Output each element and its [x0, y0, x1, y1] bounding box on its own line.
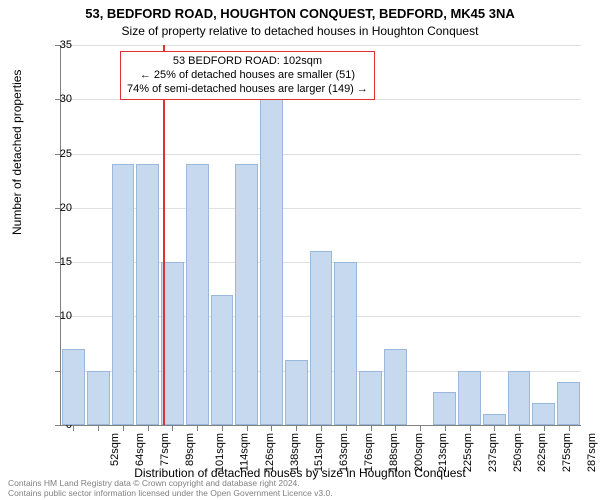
bar: [310, 251, 333, 425]
chart-subtitle: Size of property relative to detached ho…: [0, 24, 600, 38]
chart-title: 53, BEDFORD ROAD, HOUGHTON CONQUEST, BED…: [0, 6, 600, 21]
bar: [112, 164, 135, 425]
bar: [532, 403, 555, 425]
x-tick: [371, 425, 372, 431]
bar: [211, 295, 234, 425]
annotation-line: ← 25% of detached houses are smaller (51…: [127, 69, 368, 83]
chart-container: 53, BEDFORD ROAD, HOUGHTON CONQUEST, BED…: [0, 0, 600, 500]
x-tick-label: 275sqm: [561, 433, 573, 472]
x-tick-label: 77sqm: [159, 433, 171, 466]
y-tick-label: 25: [42, 148, 72, 160]
bar: [433, 392, 456, 425]
y-tick-label: 30: [42, 93, 72, 105]
x-tick-label: 89sqm: [184, 433, 196, 466]
x-tick: [494, 425, 495, 431]
x-tick-label: 163sqm: [338, 433, 350, 472]
x-tick-label: 52sqm: [109, 433, 121, 466]
x-tick-label: 151sqm: [314, 433, 326, 472]
y-axis-title: Number of detached properties: [10, 70, 24, 235]
y-tick-label: 35: [42, 39, 72, 51]
x-tick-label: 176sqm: [363, 433, 375, 472]
grid-line: [61, 154, 581, 155]
bar: [334, 262, 357, 425]
x-tick-label: 262sqm: [536, 433, 548, 472]
x-tick: [98, 425, 99, 431]
x-tick-label: 188sqm: [388, 433, 400, 472]
x-tick: [172, 425, 173, 431]
annotation-line: 74% of semi-detached houses are larger (…: [127, 83, 368, 97]
footer-text: Contains HM Land Registry data © Crown c…: [8, 478, 333, 498]
bar: [458, 371, 481, 425]
x-tick-label: 213sqm: [437, 433, 449, 472]
x-tick: [247, 425, 248, 431]
reference-line: [163, 45, 165, 425]
x-tick: [73, 425, 74, 431]
x-tick-label: 114sqm: [239, 433, 251, 471]
bar: [62, 349, 85, 425]
footer-line-2: Contains public sector information licen…: [8, 488, 333, 498]
bar: [136, 164, 159, 425]
x-tick: [544, 425, 545, 431]
x-tick: [148, 425, 149, 431]
x-tick: [346, 425, 347, 431]
y-tick-label: 10: [42, 310, 72, 322]
x-tick: [123, 425, 124, 431]
y-tick-label: 15: [42, 256, 72, 268]
x-tick-label: 138sqm: [289, 433, 301, 472]
annotation-line: 53 BEDFORD ROAD: 102sqm: [127, 55, 368, 69]
x-tick: [445, 425, 446, 431]
x-tick: [519, 425, 520, 431]
x-tick: [296, 425, 297, 431]
x-tick: [271, 425, 272, 431]
grid-line: [61, 45, 581, 46]
bar: [384, 349, 407, 425]
x-tick: [420, 425, 421, 431]
x-tick: [197, 425, 198, 431]
bar: [285, 360, 308, 425]
bar: [359, 371, 382, 425]
plot-area: [60, 45, 581, 426]
bar: [87, 371, 110, 425]
bar: [557, 382, 580, 425]
x-tick: [321, 425, 322, 431]
bar: [260, 88, 283, 425]
x-tick-label: 237sqm: [487, 433, 499, 472]
annotation-box: 53 BEDFORD ROAD: 102sqm← 25% of detached…: [120, 51, 375, 100]
x-tick-label: 200sqm: [413, 433, 425, 472]
footer-line-1: Contains HM Land Registry data © Crown c…: [8, 478, 333, 488]
bar: [508, 371, 531, 425]
x-tick-label: 250sqm: [512, 433, 524, 472]
x-tick: [569, 425, 570, 431]
y-tick-label: 20: [42, 202, 72, 214]
x-tick: [222, 425, 223, 431]
bar: [235, 164, 258, 425]
x-tick-label: 101sqm: [215, 433, 227, 472]
bar: [186, 164, 209, 425]
bar: [483, 414, 506, 425]
x-tick-label: 225sqm: [462, 433, 474, 472]
x-tick-label: 126sqm: [264, 433, 276, 472]
x-tick-label: 287sqm: [586, 433, 598, 472]
x-tick: [395, 425, 396, 431]
x-tick: [470, 425, 471, 431]
x-tick-label: 64sqm: [134, 433, 146, 466]
